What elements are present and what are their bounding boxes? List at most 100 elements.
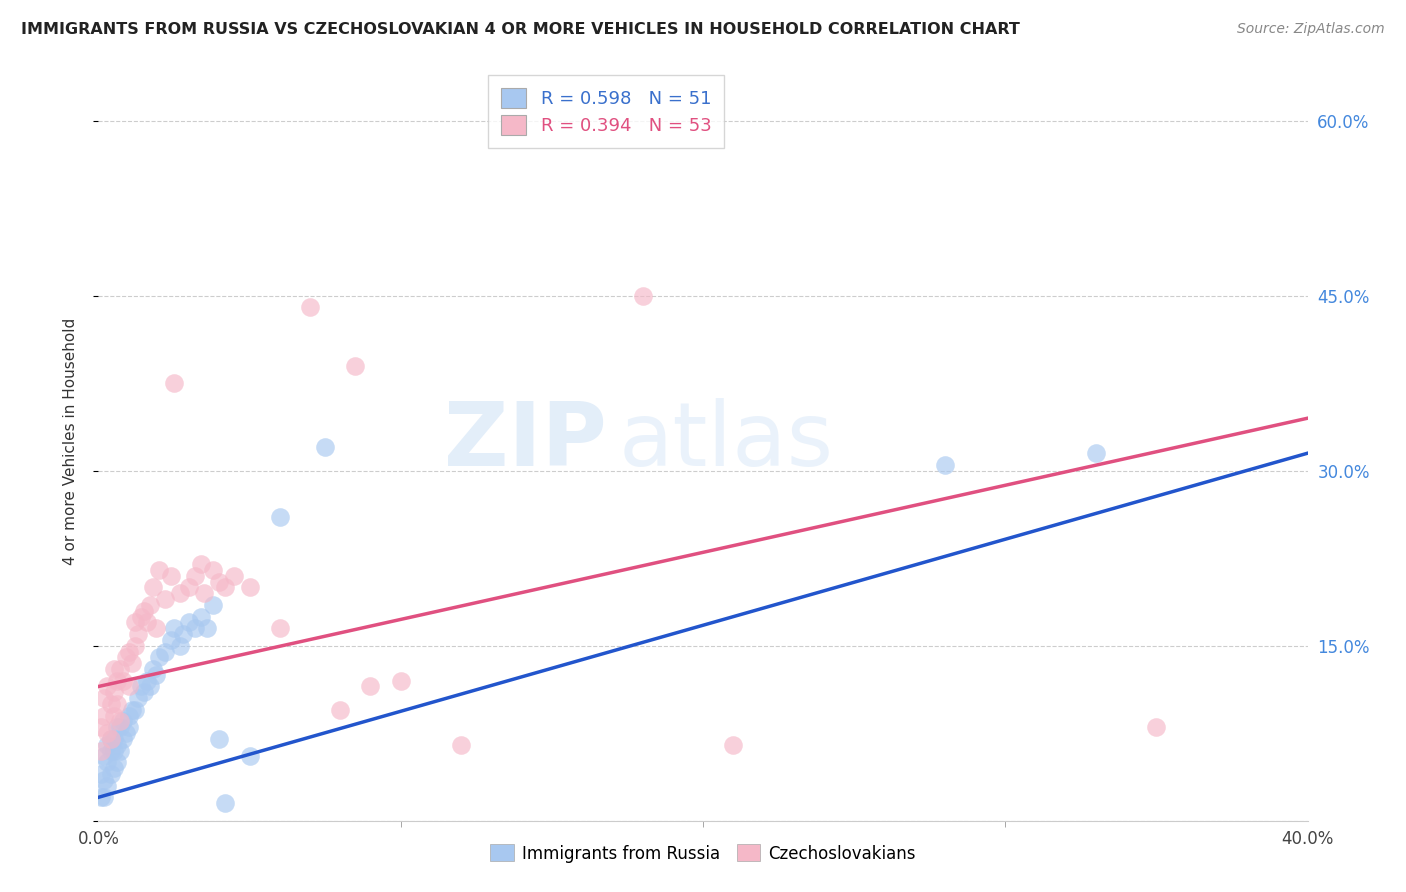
Point [153,592,176,607]
Point [160,568,183,582]
Point [129,609,152,624]
Point [190,557,212,571]
Point [108,744,131,758]
Point [193,586,215,600]
Point [118,720,141,734]
Point [450,738,472,752]
Point [184,621,207,635]
Point [299,301,322,315]
Point [105,720,128,734]
Point [184,568,207,582]
Point [314,441,336,455]
Point [121,703,143,717]
Point [224,568,246,582]
Point [108,714,131,729]
Point [103,685,125,699]
Point [90,790,112,805]
Point [100,744,122,758]
Point [93,749,115,764]
Point [93,790,115,805]
Point [90,744,112,758]
Point [169,639,191,653]
Point [103,708,125,723]
Point [389,673,412,688]
Point [934,458,956,472]
Point [124,615,146,630]
Point [142,662,165,676]
Point [132,604,155,618]
Point [96,779,118,793]
Point [269,621,291,635]
Point [160,632,183,647]
Point [124,703,146,717]
Legend: Immigrants from Russia, Czechoslovakians: Immigrants from Russia, Czechoslovakians [484,838,922,869]
Point [100,767,122,781]
Point [202,563,225,577]
Point [145,621,167,635]
Point [153,644,176,658]
Point [148,650,170,665]
Point [1085,446,1108,460]
Point [135,615,157,630]
Point [96,756,118,770]
Point [103,731,125,746]
Point [163,621,186,635]
Point [105,673,128,688]
Point [329,703,352,717]
Point [344,359,367,373]
Text: atlas: atlas [619,398,834,485]
Point [103,662,125,676]
Point [360,680,382,694]
Point [105,738,128,752]
Point [1144,720,1167,734]
Point [139,680,162,694]
Point [135,673,157,688]
Point [100,697,122,711]
Point [202,598,225,612]
Point [96,738,118,752]
Point [214,796,236,810]
Point [114,726,136,740]
Point [139,598,162,612]
Point [93,772,115,787]
Y-axis label: 4 or more Vehicles in Household: 4 or more Vehicles in Household [63,318,77,566]
Point [90,720,112,734]
Point [103,744,125,758]
Point [114,650,136,665]
Point [163,376,186,391]
Point [118,680,141,694]
Point [129,680,152,694]
Point [96,726,118,740]
Point [111,714,134,729]
Point [269,510,291,524]
Point [148,563,170,577]
Point [111,731,134,746]
Point [208,731,231,746]
Point [127,691,149,706]
Point [239,749,262,764]
Point [90,767,112,781]
Point [127,627,149,641]
Point [208,574,231,589]
Point [179,615,201,630]
Point [108,720,131,734]
Point [723,738,745,752]
Point [100,731,122,746]
Point [118,644,141,658]
Point [111,673,134,688]
Point [103,761,125,775]
Point [105,756,128,770]
Point [239,580,262,594]
Point [96,680,118,694]
Point [214,580,236,594]
Point [93,691,115,706]
Point [169,586,191,600]
Point [179,580,201,594]
Point [93,708,115,723]
Point [121,656,143,670]
Text: ZIP: ZIP [443,398,606,485]
Point [631,289,654,303]
Point [118,708,141,723]
Text: Source: ZipAtlas.com: Source: ZipAtlas.com [1237,22,1385,37]
Point [100,731,122,746]
